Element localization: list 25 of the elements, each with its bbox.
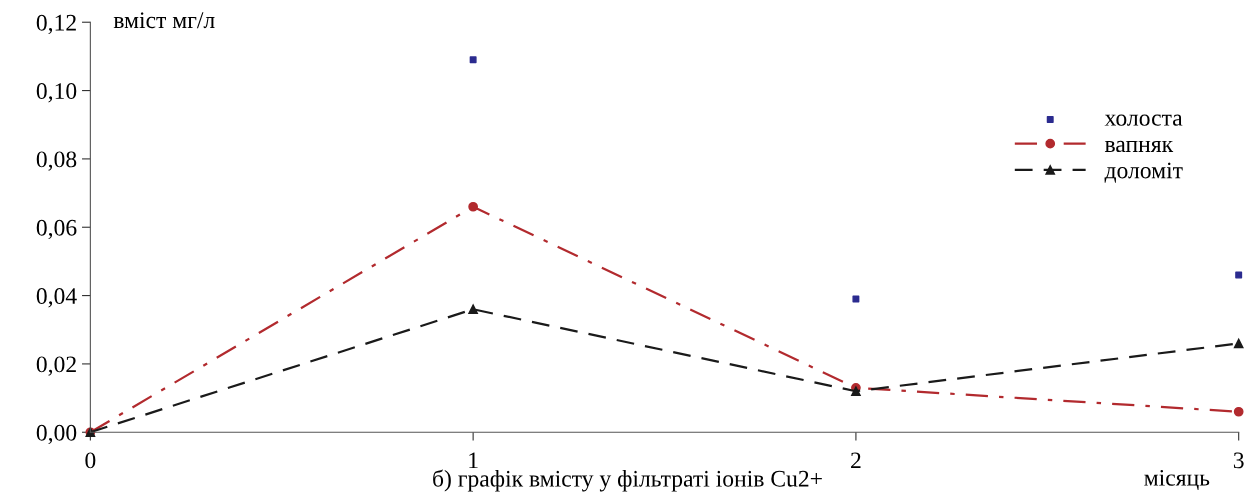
y-tick-label: 0,06 xyxy=(36,219,77,240)
y-tick-label: 0,12 xyxy=(36,14,76,35)
y-axis-title: вміст мг/л xyxy=(113,12,215,29)
point xyxy=(1233,406,1244,417)
text: б) графік вмісту у фільтраті іонів Cu2+ xyxy=(433,469,822,492)
y-tick-label: 0,04 xyxy=(36,288,77,308)
point xyxy=(852,295,860,303)
x-tick-label: 0 xyxy=(85,452,96,469)
y-tick-label: 0,10 xyxy=(36,83,77,103)
point xyxy=(469,56,477,64)
x-tick-label: 2 xyxy=(851,452,861,469)
legend-label: вапняк xyxy=(1104,140,1174,153)
x-axis-title: місяць xyxy=(1144,469,1210,491)
point xyxy=(851,386,861,397)
y-tick-label: 0,02 xyxy=(36,356,76,376)
legend-label: доломіт xyxy=(1104,162,1183,183)
y-tick-label: 0,00 xyxy=(36,424,77,445)
point xyxy=(1233,338,1244,349)
y-tick-label: 0,08 xyxy=(36,151,77,171)
point xyxy=(468,201,478,212)
point xyxy=(1235,271,1243,279)
point xyxy=(468,304,478,315)
x-tick-label: 3 xyxy=(1233,452,1244,469)
legend-label: холоста xyxy=(1104,114,1183,126)
x-tick-label: 1 xyxy=(469,452,478,469)
